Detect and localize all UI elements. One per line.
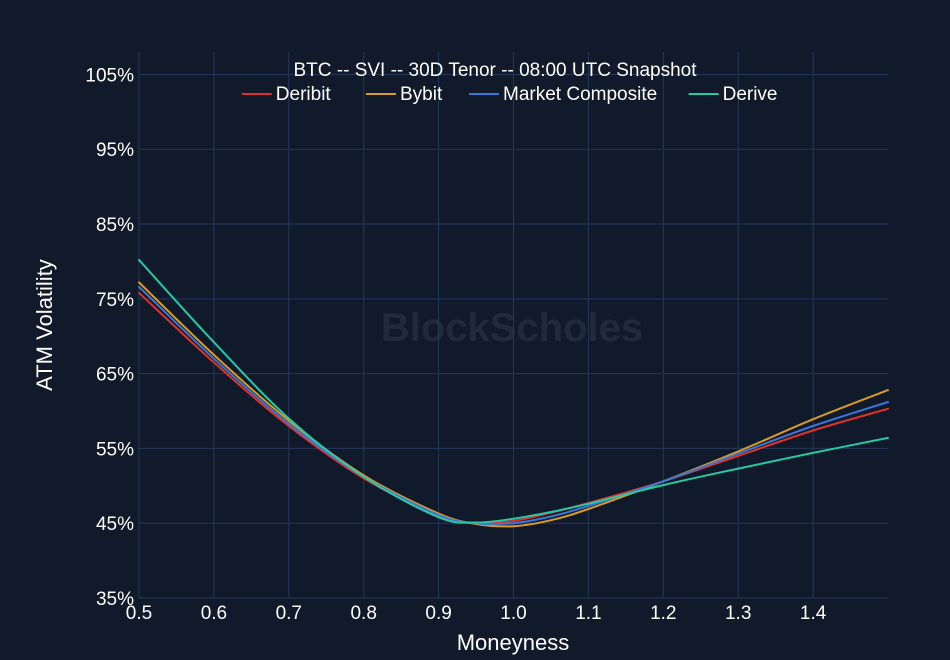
legend-item-bybit[interactable]: Bybit [366, 84, 443, 105]
legend-label: Derive [723, 84, 778, 105]
y-tick-label: 95% [96, 140, 134, 161]
y-tick-label: 65% [96, 365, 134, 386]
y-tick-label: 75% [96, 290, 134, 311]
legend-item-derive[interactable]: Derive [688, 84, 778, 105]
legend-item-market-composite[interactable]: Market Composite [469, 84, 657, 105]
legend-label: Deribit [276, 84, 332, 105]
y-tick-label: 55% [96, 439, 134, 460]
series-line-market-composite [138, 285, 889, 526]
watermark-text: BlockScholes [381, 306, 643, 350]
x-tick-label: 1.3 [725, 603, 751, 624]
series-line-bybit [138, 281, 889, 528]
legend-label: Bybit [400, 84, 443, 105]
y-tick-label: 85% [96, 215, 134, 236]
y-tick-label: 105% [85, 65, 134, 86]
chart-title: BTC -- SVI -- 30D Tenor -- 08:00 UTC Sna… [293, 60, 697, 81]
x-tick-label: 0.6 [201, 603, 227, 624]
legend-item-deribit[interactable]: Deribit [241, 84, 332, 105]
x-tick-label: 0.7 [276, 603, 302, 624]
x-axis-title: Moneyness [457, 630, 570, 655]
y-axis-title: ATM Volatility [32, 259, 57, 391]
x-tick-label: 0.9 [425, 603, 451, 624]
y-tick-label: 45% [96, 514, 134, 535]
x-tick-label: 0.8 [350, 603, 376, 624]
x-tick-label: 1.2 [650, 603, 676, 624]
x-tick-label: 1.0 [500, 603, 526, 624]
x-tick-label: 1.4 [800, 603, 827, 624]
y-tick-label: 35% [96, 589, 134, 610]
series-line-derive [138, 258, 889, 524]
x-tick-label: 0.5 [126, 603, 152, 624]
legend-label: Market Composite [503, 84, 657, 105]
x-tick-label: 1.1 [575, 603, 601, 624]
series-line-deribit [138, 291, 889, 525]
